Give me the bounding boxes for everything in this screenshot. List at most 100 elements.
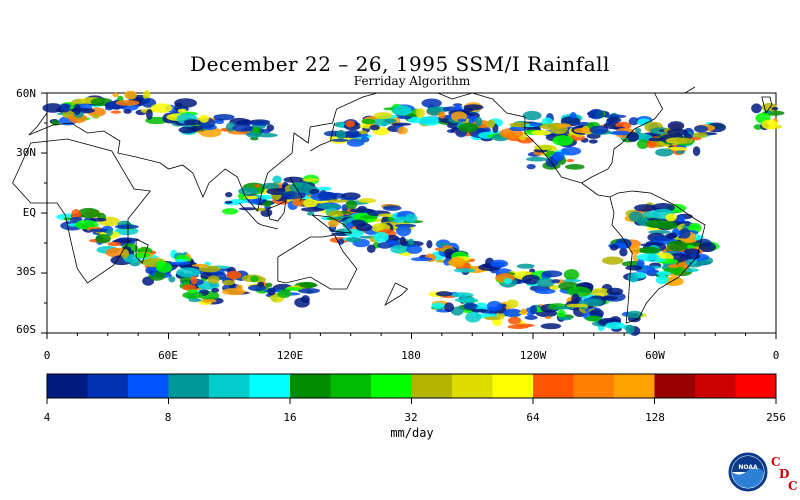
rain-patch [656, 271, 671, 276]
rain-patch [265, 282, 273, 288]
rain-patch [272, 175, 282, 184]
rain-patch [142, 90, 151, 100]
rain-patch [603, 114, 627, 119]
rain-patch [558, 316, 572, 321]
rain-patch [533, 144, 556, 151]
rain-patch [625, 324, 635, 335]
lat-label-30n: 30N [16, 146, 36, 159]
rain-patch [207, 275, 220, 284]
rain-patch [694, 125, 708, 133]
rain-patch [431, 302, 445, 309]
rain-patch [183, 119, 201, 126]
colorbar-swatch [87, 374, 129, 398]
rain-patch [571, 293, 580, 305]
rain-patch [177, 108, 187, 113]
rain-patch [503, 308, 523, 318]
rain-patch [545, 316, 552, 320]
rain-patch [283, 176, 304, 183]
rain-patch [267, 287, 276, 296]
rain-patch [453, 268, 476, 273]
rain-patch [418, 116, 442, 126]
cdc-letter-c1: C [771, 455, 781, 469]
coastline [310, 122, 335, 152]
rain-patch [346, 222, 354, 230]
rain-patch [73, 104, 81, 115]
rain-patch [566, 159, 575, 163]
rain-patch [415, 108, 426, 118]
rain-patch [552, 135, 574, 146]
rain-patch [392, 105, 412, 116]
rain-patch [246, 131, 262, 138]
colorbar-swatch [735, 374, 777, 398]
rain-patch [110, 110, 122, 114]
rain-patch [462, 107, 474, 113]
rain-patch [301, 295, 310, 304]
rain-patch [658, 221, 678, 230]
rain-patch [382, 205, 402, 211]
axis-ticks [41, 92, 777, 339]
rain-patch [465, 312, 482, 323]
lat-label-30s: 30S [16, 265, 36, 278]
rain-patch [373, 112, 393, 120]
rain-patch [139, 259, 158, 266]
rain-patch [438, 111, 446, 119]
colorbar-swatch [371, 374, 412, 398]
rain-patch [516, 263, 535, 269]
rain-patch [292, 198, 305, 207]
rain-patch [336, 129, 346, 140]
coastline [654, 86, 696, 94]
rain-patch [655, 275, 669, 285]
rain-patch [509, 126, 529, 132]
rain-patch [534, 288, 556, 295]
colorbar-swatch [330, 374, 372, 398]
rain-patch [699, 242, 717, 253]
rain-patch [222, 279, 235, 286]
rain-patch [606, 117, 622, 123]
colorbar-label-8: 8 [164, 411, 172, 424]
rain-patch [588, 139, 598, 144]
rain-patch [490, 259, 509, 268]
rain-patch [373, 231, 389, 243]
rain-patch [317, 203, 341, 209]
rain-patch [124, 90, 137, 100]
rain-patch [563, 269, 580, 281]
rain-patch [562, 278, 582, 283]
rain-patch [636, 139, 649, 149]
rain-patch [297, 287, 321, 294]
rain-patch [226, 270, 242, 280]
rain-patch [337, 238, 345, 245]
coastline [135, 238, 149, 264]
colorbar-swatch [573, 374, 615, 398]
rain-patch [107, 241, 122, 247]
lat-label-60s: 60S [16, 323, 36, 336]
rain-patch [277, 289, 292, 299]
rain-patch [345, 129, 361, 139]
rain-patch [628, 117, 639, 126]
colorbar-swatch [533, 374, 574, 398]
rain-patch [366, 244, 376, 253]
rain-patch [359, 130, 368, 135]
colorbar-swatch [128, 374, 169, 398]
rain-patch [190, 275, 198, 285]
rain-patch [145, 108, 153, 120]
rain-patch [355, 223, 373, 232]
rain-patch [112, 92, 119, 98]
rain-patch [486, 119, 496, 128]
rain-patch [346, 138, 365, 147]
rain-patch [69, 216, 83, 222]
rain-patch [626, 310, 643, 319]
noaa-logo-icon: NOAA [728, 452, 768, 496]
rain-patch [201, 298, 217, 303]
rain-patch [191, 263, 209, 268]
rain-patch [648, 137, 664, 142]
colorbar-swatch [654, 374, 696, 398]
rain-patch [89, 217, 107, 222]
rain-patch [536, 277, 555, 288]
rain-patch [123, 109, 132, 114]
rain-patch [686, 244, 695, 249]
colorbar-label-16: 16 [283, 411, 297, 424]
coastlines [12, 86, 773, 324]
coastline [239, 202, 262, 226]
colorbar-swatch [492, 374, 534, 398]
